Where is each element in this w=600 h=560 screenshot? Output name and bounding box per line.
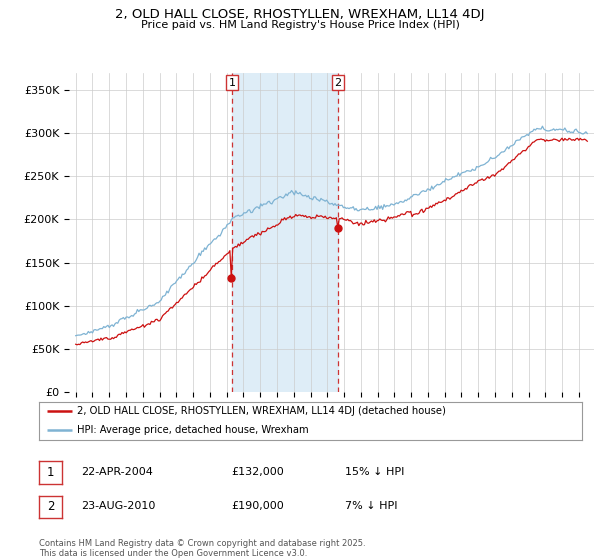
Text: 2: 2 <box>47 500 54 514</box>
Text: 1: 1 <box>229 78 235 87</box>
Text: 2: 2 <box>334 78 341 87</box>
Text: 23-AUG-2010: 23-AUG-2010 <box>81 501 155 511</box>
Text: HPI: Average price, detached house, Wrexham: HPI: Average price, detached house, Wrex… <box>77 425 308 435</box>
Text: 2, OLD HALL CLOSE, RHOSTYLLEN, WREXHAM, LL14 4DJ: 2, OLD HALL CLOSE, RHOSTYLLEN, WREXHAM, … <box>115 8 485 21</box>
Text: Price paid vs. HM Land Registry's House Price Index (HPI): Price paid vs. HM Land Registry's House … <box>140 20 460 30</box>
Text: £132,000: £132,000 <box>231 466 284 477</box>
Text: 1: 1 <box>47 466 54 479</box>
Text: 22-APR-2004: 22-APR-2004 <box>81 466 153 477</box>
Text: Contains HM Land Registry data © Crown copyright and database right 2025.
This d: Contains HM Land Registry data © Crown c… <box>39 539 365 558</box>
Text: 15% ↓ HPI: 15% ↓ HPI <box>345 466 404 477</box>
Text: 7% ↓ HPI: 7% ↓ HPI <box>345 501 398 511</box>
Text: £190,000: £190,000 <box>231 501 284 511</box>
Bar <box>232 73 338 392</box>
Text: 2, OLD HALL CLOSE, RHOSTYLLEN, WREXHAM, LL14 4DJ (detached house): 2, OLD HALL CLOSE, RHOSTYLLEN, WREXHAM, … <box>77 406 446 416</box>
